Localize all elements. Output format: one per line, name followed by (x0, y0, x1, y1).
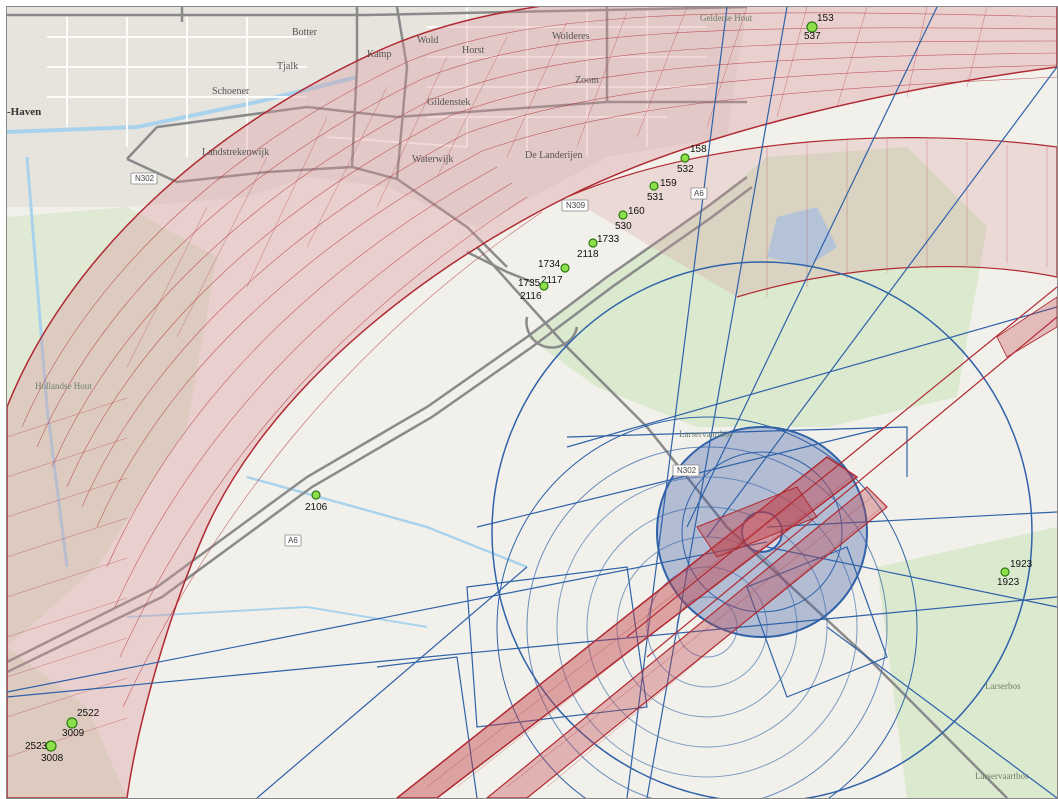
point-label-top: 1733 (597, 234, 620, 245)
red-noise-zone-inner (566, 137, 1057, 298)
point-label-top: 2522 (77, 708, 100, 719)
park-label: Larserbos (985, 681, 1021, 691)
point-label-bottom: 2117 (541, 275, 563, 286)
place-label: Waterwijk (412, 154, 453, 165)
map-view[interactable]: Botter Wold Horst Kamp Tjalk Schoener Zo… (6, 6, 1058, 799)
place-label: Wold (417, 35, 438, 46)
place-label: Botter (292, 27, 318, 38)
road-shield: N309 (561, 199, 589, 212)
road-label: N302 (135, 174, 155, 183)
road-label: N302 (677, 466, 697, 475)
place-label: De Landerijen (525, 150, 582, 161)
green-area-west (7, 207, 217, 647)
measurement-point[interactable]: 160 530 (615, 206, 645, 232)
point-label-top: 158 (690, 144, 707, 155)
place-label: Schoener (212, 86, 250, 97)
canal-north (7, 75, 358, 134)
point-label-bottom: 3009 (62, 728, 85, 739)
road-shield: N302 (130, 172, 158, 185)
point-label-bottom: 2116 (520, 291, 542, 302)
measurement-point[interactable]: 2522 3009 (62, 708, 100, 739)
measurement-point[interactable]: 2523 3008 (25, 740, 64, 764)
point-label-bottom: 3008 (41, 753, 64, 764)
point-label-top: 160 (628, 206, 645, 217)
urban-street-grid (47, 7, 707, 157)
measurement-point[interactable]: 159 531 (647, 178, 677, 203)
point-label-top: 1735 (518, 278, 541, 289)
point-label-bottom: 1923 (997, 577, 1020, 588)
urban-area-almere-haven (7, 7, 747, 227)
place-labels: Botter Wold Horst Kamp Tjalk Schoener Zo… (7, 13, 1029, 781)
blue-obstacle-lines (7, 7, 1057, 798)
place-label: Zoom (575, 75, 599, 86)
road-shield: N302 (672, 464, 700, 477)
place-label: -Haven (7, 106, 41, 118)
measurement-point[interactable]: 1734 2117 (538, 259, 570, 286)
point-label-top: 153 (817, 13, 834, 24)
road-shield: A6 (690, 187, 708, 200)
point-label-bottom: 2106 (305, 502, 328, 513)
green-area-strip (527, 147, 987, 427)
road-shield: A6 (284, 534, 302, 547)
place-label: Kamp (367, 49, 391, 60)
road-labels: N302 N309 A6 A6 N302 (130, 172, 708, 547)
canal-middle (246, 475, 528, 569)
canal-west (25, 156, 69, 568)
red-runway-corridor (395, 286, 1057, 798)
park-label: Hollandse Hout (35, 381, 92, 391)
park-label: Larservaartbos (975, 771, 1029, 781)
point-label-top: 1734 (538, 259, 561, 270)
measurement-points[interactable]: 153 537 158 532 159 531 160 530 1733 (25, 13, 1033, 764)
measurement-point[interactable]: 1733 2118 (577, 234, 620, 260)
park-label: Gelderse Hout (700, 13, 753, 23)
map-canvas[interactable]: Botter Wold Horst Kamp Tjalk Schoener Zo… (7, 7, 1057, 798)
red-noise-zone-arc (7, 7, 1057, 798)
point-label-bottom: 2118 (577, 249, 599, 260)
point-label-bottom: 532 (677, 164, 694, 175)
green-area-bottom-right (877, 527, 1057, 798)
place-label: Horst (462, 45, 484, 56)
point-label-top: 159 (660, 178, 677, 189)
place-label: Landstrekenwijk (202, 147, 269, 158)
road-label: A6 (694, 189, 704, 198)
canal-south (126, 605, 428, 628)
major-roads (7, 7, 1008, 798)
road-label: A6 (288, 536, 298, 545)
measurement-point[interactable]: 158 532 (677, 144, 707, 175)
road-label: N309 (566, 201, 586, 210)
measurement-point[interactable]: 153 537 (804, 13, 834, 42)
park-label: Larservaartbos (679, 429, 733, 439)
place-label: Wolderes (552, 31, 590, 42)
point-label-top: 1923 (1010, 559, 1033, 570)
measurement-point[interactable]: 1735 2116 (518, 278, 549, 302)
point-label-bottom: 531 (647, 192, 664, 203)
measurement-point[interactable]: 1923 1923 (997, 559, 1033, 588)
place-label: Gildenstek (427, 97, 470, 108)
point-label-bottom: 530 (615, 221, 632, 232)
measurement-point[interactable]: 2106 (305, 490, 328, 513)
point-label-bottom: 537 (804, 31, 821, 42)
place-label: Tjalk (277, 61, 298, 72)
point-label-top: 2523 (25, 741, 48, 752)
